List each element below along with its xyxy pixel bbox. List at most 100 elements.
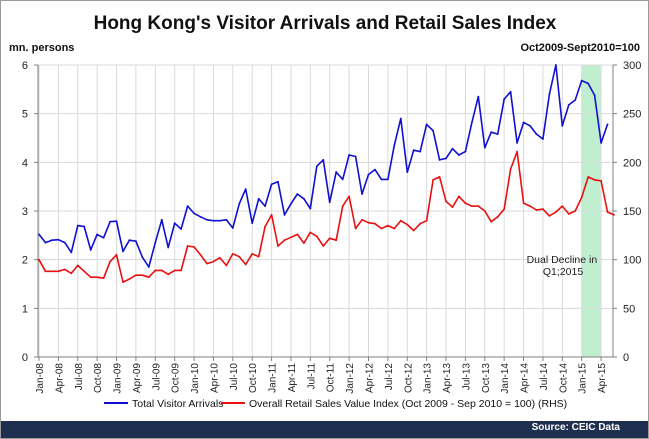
x-tick-label: Apr-09 — [132, 363, 143, 393]
visitor-arrivals-point — [283, 213, 286, 216]
x-tick-label: Oct-11 — [326, 363, 337, 393]
visitor-arrivals-point — [548, 93, 551, 96]
visitor-arrivals-point — [529, 124, 531, 127]
visitor-arrivals-point — [458, 154, 460, 156]
visitor-arrivals-point — [135, 240, 137, 243]
visitor-arrivals-point — [51, 239, 53, 242]
visitor-arrivals-point — [38, 233, 40, 236]
visitor-arrivals-point — [580, 79, 583, 82]
visitor-arrivals-point — [483, 146, 486, 149]
retail-sales-point — [244, 263, 247, 266]
x-tick-label: Oct-13 — [481, 363, 492, 393]
retail-sales-point — [89, 276, 92, 279]
retail-sales-point — [225, 264, 228, 267]
left-axis-label: mn. persons — [9, 42, 74, 54]
visitor-arrivals-point — [367, 173, 370, 176]
plot-area: 0 1 2 3 4 5 6 0 50 100 150 200 250 300 Jan-08 Apr-08 Jul… — [22, 60, 641, 394]
left-tick-label: 4 — [22, 157, 28, 169]
visitor-arrivals-point — [399, 117, 402, 120]
visitor-arrivals-point — [206, 218, 208, 221]
visitor-arrivals-point — [76, 224, 79, 227]
retail-sales-point — [490, 220, 493, 223]
visitor-arrivals-point — [199, 215, 202, 218]
x-tick-label: Jan-12 — [345, 363, 356, 394]
visitor-arrivals-point — [231, 227, 234, 229]
retail-sales-point — [600, 179, 602, 182]
visitor-arrivals-point — [509, 90, 512, 93]
x-tick-label: Jan-08 — [35, 363, 46, 394]
x-tick-label: Oct-12 — [403, 363, 414, 393]
retail-sales-point — [180, 269, 183, 272]
annotation-text-line1: Dual Decline in — [527, 254, 598, 266]
retail-sales-point — [83, 270, 86, 273]
visitor-arrivals-point — [218, 219, 221, 222]
visitor-arrivals-point — [374, 168, 376, 171]
visitor-arrivals-point — [102, 236, 105, 239]
retail-sales-point — [173, 269, 176, 272]
visitor-arrivals-point — [412, 149, 415, 152]
retail-sales-point — [399, 219, 402, 222]
visitor-arrivals-point — [503, 98, 506, 100]
annotation-text-line2: Q1;2015 — [543, 266, 583, 278]
x-tick-label: Jul-10 — [229, 363, 240, 391]
right-tick-label: 250 — [623, 109, 641, 121]
retail-sales-point — [102, 277, 105, 280]
retail-sales-point — [57, 270, 60, 273]
retail-sales-point — [458, 195, 460, 198]
visitor-arrivals-point — [96, 233, 99, 236]
x-tick-label: Jul-13 — [461, 363, 472, 391]
visitor-arrivals-point — [83, 225, 86, 228]
retail-sales-point — [309, 231, 312, 234]
retail-sales-point — [135, 274, 137, 277]
retail-sales-point — [199, 253, 202, 256]
visitor-arrivals-point — [567, 104, 570, 106]
retail-sales-point — [76, 264, 79, 267]
visitor-arrivals-point — [160, 218, 163, 221]
retail-sales-point — [264, 225, 267, 228]
retail-sales-point — [554, 211, 557, 213]
left-tick-label: 6 — [22, 60, 28, 72]
visitor-arrivals-point — [451, 147, 454, 150]
left-tick-label: 3 — [22, 206, 28, 218]
retail-sales-point — [277, 245, 279, 247]
retail-sales-point — [580, 196, 583, 199]
x-tick-label: Jan-13 — [423, 363, 434, 394]
retail-sales-point — [477, 205, 480, 208]
visitor-arrivals-point — [335, 171, 338, 173]
visitor-arrivals-point — [438, 159, 441, 161]
x-tick-label: Jul-11 — [306, 363, 317, 390]
retail-sales-point — [206, 262, 208, 265]
x-tick-label: Jan-11 — [268, 363, 279, 393]
retail-sales-point — [160, 269, 163, 272]
x-tick-label: Oct-10 — [248, 363, 259, 393]
visitor-arrivals-point — [147, 266, 150, 268]
visitor-arrivals-point — [193, 212, 195, 215]
visitor-arrivals-point — [554, 64, 557, 66]
visitor-arrivals-point — [535, 133, 538, 136]
retail-sales-point — [63, 268, 66, 271]
x-tick-label: Jul-12 — [384, 363, 395, 391]
retail-sales-point — [535, 209, 538, 211]
right-tick-label: 50 — [623, 303, 635, 315]
visitor-arrivals-point — [109, 220, 111, 223]
retail-sales-point — [128, 278, 131, 281]
x-tick-label: Oct-08 — [93, 363, 104, 393]
visitor-arrivals-point — [393, 144, 396, 147]
retail-sales-point — [186, 245, 189, 247]
visitor-arrivals-point — [348, 154, 351, 156]
visitor-arrivals-point — [542, 138, 544, 140]
legend: Total Visitor Arrivals Overall Retail Sal… — [104, 398, 567, 410]
retail-sales-point — [406, 223, 409, 226]
x-tick-label: Jul-14 — [539, 363, 550, 391]
retail-sales-point — [445, 200, 447, 203]
visitor-arrivals-point — [225, 218, 228, 221]
visitor-arrivals-point — [470, 121, 473, 124]
visitor-arrivals-point — [141, 256, 144, 259]
visitor-arrivals-point — [173, 222, 176, 225]
visitor-arrivals-point — [89, 249, 92, 251]
visitor-arrivals-point — [70, 251, 73, 254]
retail-sales-point — [567, 213, 570, 215]
x-tick-label: Apr-15 — [597, 363, 608, 393]
visitor-arrivals-point — [238, 202, 241, 205]
left-tick-label: 2 — [22, 255, 28, 267]
